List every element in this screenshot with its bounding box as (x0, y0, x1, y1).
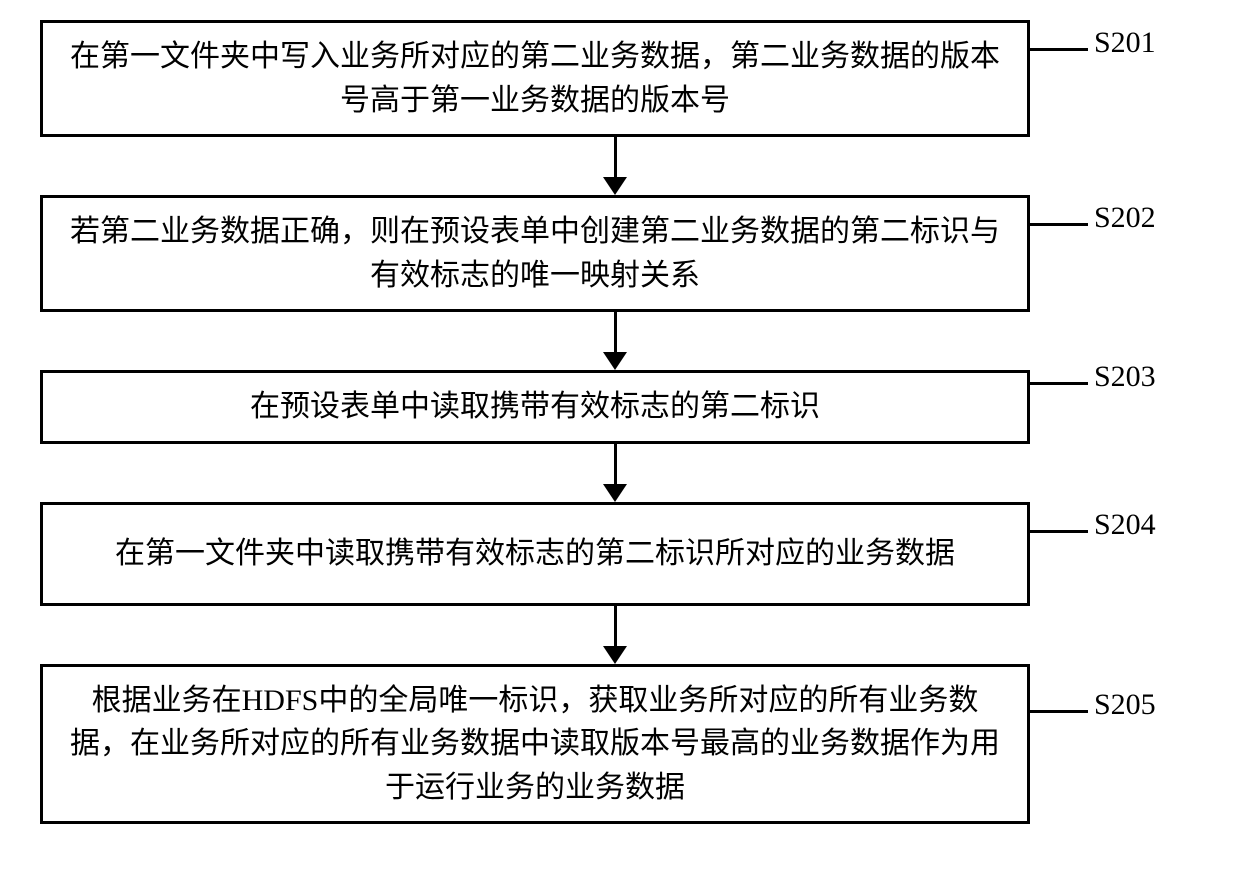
step-label: S203 (1094, 360, 1156, 394)
arrow-head-icon (603, 484, 627, 502)
label-connector (1030, 530, 1088, 533)
label-connector (1030, 48, 1088, 51)
step-label: S204 (1094, 508, 1156, 542)
step-label: S202 (1094, 201, 1156, 235)
flowchart-arrow (603, 444, 627, 502)
arrow-line (614, 606, 617, 647)
step-text: 根据业务在HDFS中的全局唯一标识，获取业务所对应的所有业务数据，在业务所对应的… (63, 679, 1007, 810)
arrow-head-icon (603, 177, 627, 195)
arrow-head-icon (603, 352, 627, 370)
step-text: 若第二业务数据正确，则在预设表单中创建第二业务数据的第二标识与有效标志的唯一映射… (63, 210, 1007, 297)
flowchart-step-row: 在第一文件夹中写入业务所对应的第二业务数据，第二业务数据的版本号高于第一业务数据… (40, 20, 1190, 137)
step-text: 在第一文件夹中写入业务所对应的第二业务数据，第二业务数据的版本号高于第一业务数据… (63, 35, 1007, 122)
flowchart-step-box: 在预设表单中读取携带有效标志的第二标识 (40, 370, 1030, 444)
label-connector (1030, 223, 1088, 226)
flowchart-step-row: 在预设表单中读取携带有效标志的第二标识 S203 (40, 370, 1190, 444)
label-connector (1030, 710, 1088, 713)
flowchart-container: 在第一文件夹中写入业务所对应的第二业务数据，第二业务数据的版本号高于第一业务数据… (40, 20, 1190, 824)
arrow-head-icon (603, 646, 627, 664)
step-text: 在第一文件夹中读取携带有效标志的第二标识所对应的业务数据 (115, 532, 955, 576)
step-label: S205 (1094, 688, 1156, 722)
flowchart-step-box: 若第二业务数据正确，则在预设表单中创建第二业务数据的第二标识与有效标志的唯一映射… (40, 195, 1030, 312)
flowchart-step-box: 在第一文件夹中读取携带有效标志的第二标识所对应的业务数据 (40, 502, 1030, 606)
step-label: S201 (1094, 26, 1156, 60)
flowchart-step-box: 在第一文件夹中写入业务所对应的第二业务数据，第二业务数据的版本号高于第一业务数据… (40, 20, 1030, 137)
flowchart-step-row: 在第一文件夹中读取携带有效标志的第二标识所对应的业务数据 S204 (40, 502, 1190, 606)
flowchart-arrow (603, 312, 627, 370)
flowchart-step-box: 根据业务在HDFS中的全局唯一标识，获取业务所对应的所有业务数据，在业务所对应的… (40, 664, 1030, 825)
flowchart-arrow (603, 606, 627, 664)
flowchart-step-row: 根据业务在HDFS中的全局唯一标识，获取业务所对应的所有业务数据，在业务所对应的… (40, 664, 1190, 825)
arrow-line (614, 312, 617, 353)
step-text: 在预设表单中读取携带有效标志的第二标识 (250, 385, 820, 429)
label-connector (1030, 382, 1088, 385)
flowchart-step-row: 若第二业务数据正确，则在预设表单中创建第二业务数据的第二标识与有效标志的唯一映射… (40, 195, 1190, 312)
arrow-line (614, 137, 617, 178)
arrow-line (614, 444, 617, 485)
flowchart-arrow (603, 137, 627, 195)
